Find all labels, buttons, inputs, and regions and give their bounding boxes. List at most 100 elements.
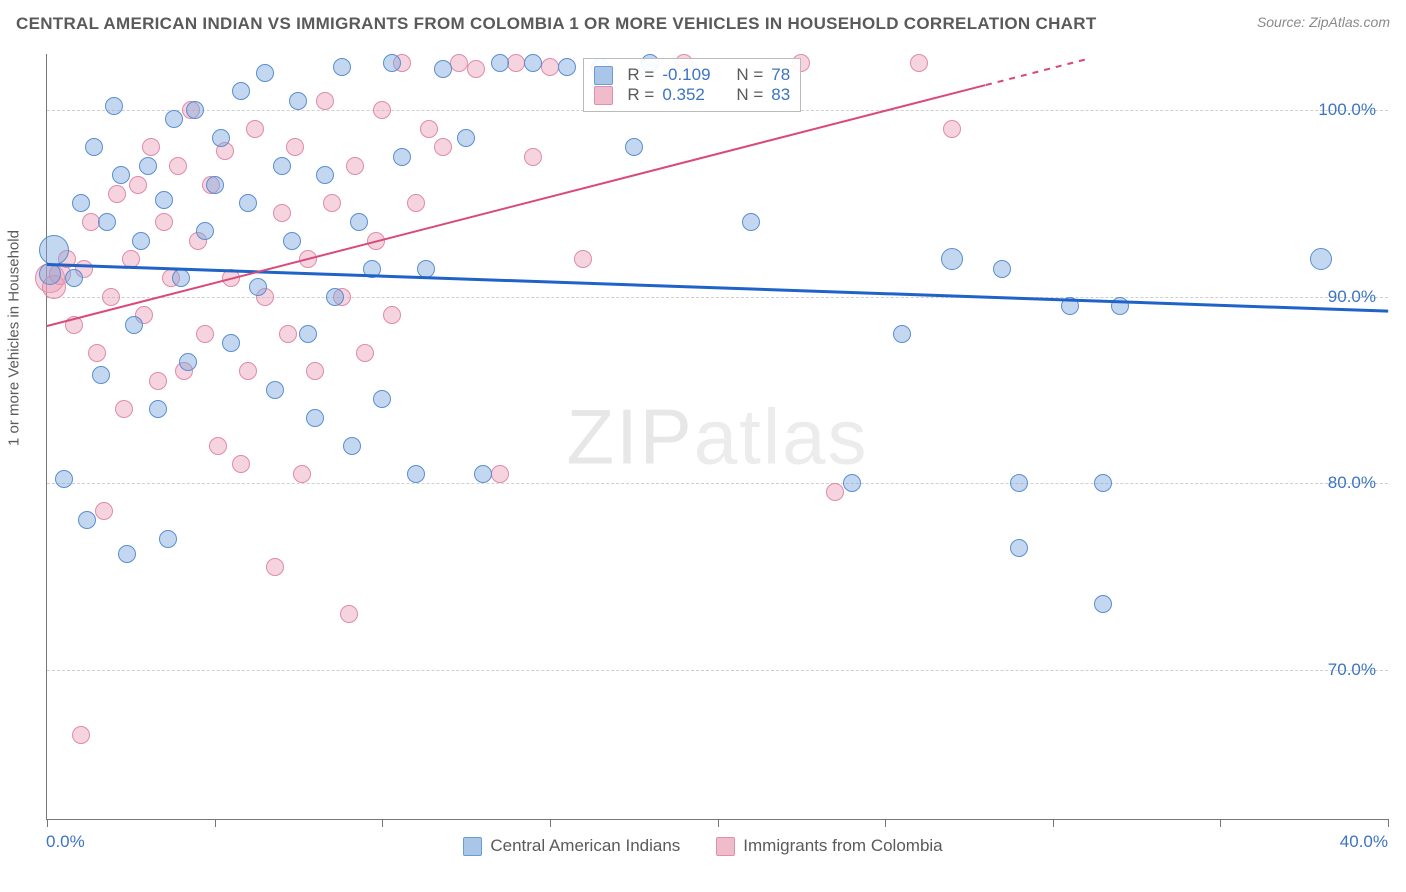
y-tick-label: 80.0%: [1328, 473, 1376, 493]
stats-swatch-pink: [594, 86, 613, 105]
pink-point: [95, 502, 113, 520]
x-tick: [1053, 819, 1054, 827]
y-tick-label: 100.0%: [1318, 100, 1376, 120]
pink-point: [169, 157, 187, 175]
blue-trendline: [47, 263, 1388, 312]
x-tick: [382, 819, 383, 827]
blue-point: [893, 325, 911, 343]
blue-point: [65, 269, 83, 287]
legend-item-blue: Central American Indians: [463, 836, 680, 856]
source-label: Source: ZipAtlas.com: [1257, 14, 1390, 30]
pink-point: [129, 176, 147, 194]
pink-point: [155, 213, 173, 231]
blue-point: [206, 176, 224, 194]
pink-point: [323, 194, 341, 212]
gridline-h: [47, 297, 1388, 298]
pink-point: [373, 101, 391, 119]
pink-point: [306, 362, 324, 380]
blue-point: [417, 260, 435, 278]
x-tick: [550, 819, 551, 827]
pink-point: [293, 465, 311, 483]
blue-point: [993, 260, 1011, 278]
x-tick: [47, 819, 48, 827]
blue-point: [343, 437, 361, 455]
blue-point: [333, 58, 351, 76]
stats-row-pink: R =0.352N =83: [594, 85, 790, 105]
x-tick: [215, 819, 216, 827]
blue-point: [92, 366, 110, 384]
blue-point: [558, 58, 576, 76]
blue-point: [149, 400, 167, 418]
pink-point: [142, 138, 160, 156]
chart-title: CENTRAL AMERICAN INDIAN VS IMMIGRANTS FR…: [16, 14, 1097, 34]
pink-point: [826, 483, 844, 501]
blue-point: [742, 213, 760, 231]
blue-point: [212, 129, 230, 147]
pink-point: [491, 465, 509, 483]
blue-point: [289, 92, 307, 110]
blue-point: [105, 97, 123, 115]
blue-point: [843, 474, 861, 492]
pink-point: [88, 344, 106, 362]
blue-point: [1094, 595, 1112, 613]
blue-point: [39, 263, 61, 285]
blue-point: [232, 82, 250, 100]
blue-point: [434, 60, 452, 78]
blue-point: [125, 316, 143, 334]
pink-point: [115, 400, 133, 418]
blue-point: [78, 511, 96, 529]
blue-point: [373, 390, 391, 408]
blue-point: [85, 138, 103, 156]
swatch-pink: [716, 837, 735, 856]
y-tick-label: 90.0%: [1328, 287, 1376, 307]
gridline-h: [47, 670, 1388, 671]
pink-point: [524, 148, 542, 166]
watermark-zip: ZIP: [566, 392, 693, 480]
x-tick: [1220, 819, 1221, 827]
blue-point: [283, 232, 301, 250]
pink-point: [507, 54, 525, 72]
watermark: ZIPatlas: [566, 391, 868, 482]
blue-point: [118, 545, 136, 563]
x-tick-label-max: 40.0%: [1340, 832, 1388, 852]
pink-point: [72, 726, 90, 744]
watermark-atlas: atlas: [694, 392, 869, 480]
blue-point: [474, 465, 492, 483]
blue-point: [179, 353, 197, 371]
blue-point: [222, 334, 240, 352]
blue-point: [524, 54, 542, 72]
blue-point: [172, 269, 190, 287]
pink-point: [340, 605, 358, 623]
blue-point: [393, 148, 411, 166]
pink-point: [943, 120, 961, 138]
x-tick: [1388, 819, 1389, 827]
pink-point: [209, 437, 227, 455]
pink-point: [149, 372, 167, 390]
blue-point: [316, 166, 334, 184]
legend-item-pink: Immigrants from Colombia: [716, 836, 942, 856]
pink-point: [910, 54, 928, 72]
pink-point: [574, 250, 592, 268]
blue-point: [457, 129, 475, 147]
blue-point: [1310, 248, 1332, 270]
blue-point: [326, 288, 344, 306]
blue-point: [256, 64, 274, 82]
pink-trendline-dash: [985, 58, 1086, 86]
blue-point: [196, 222, 214, 240]
pink-point: [82, 213, 100, 231]
blue-point: [249, 278, 267, 296]
pink-point: [346, 157, 364, 175]
pink-point: [286, 138, 304, 156]
pink-point: [356, 344, 374, 362]
pink-point: [383, 306, 401, 324]
swatch-blue: [463, 837, 482, 856]
pink-point: [434, 138, 452, 156]
blue-point: [159, 530, 177, 548]
plot-area: ZIPatlas 70.0%80.0%90.0%100.0%R =-0.109N…: [46, 54, 1388, 820]
legend-label-pink: Immigrants from Colombia: [743, 836, 942, 856]
blue-point: [112, 166, 130, 184]
blue-point: [186, 101, 204, 119]
blue-point: [72, 194, 90, 212]
legend-label-blue: Central American Indians: [490, 836, 680, 856]
blue-point: [625, 138, 643, 156]
